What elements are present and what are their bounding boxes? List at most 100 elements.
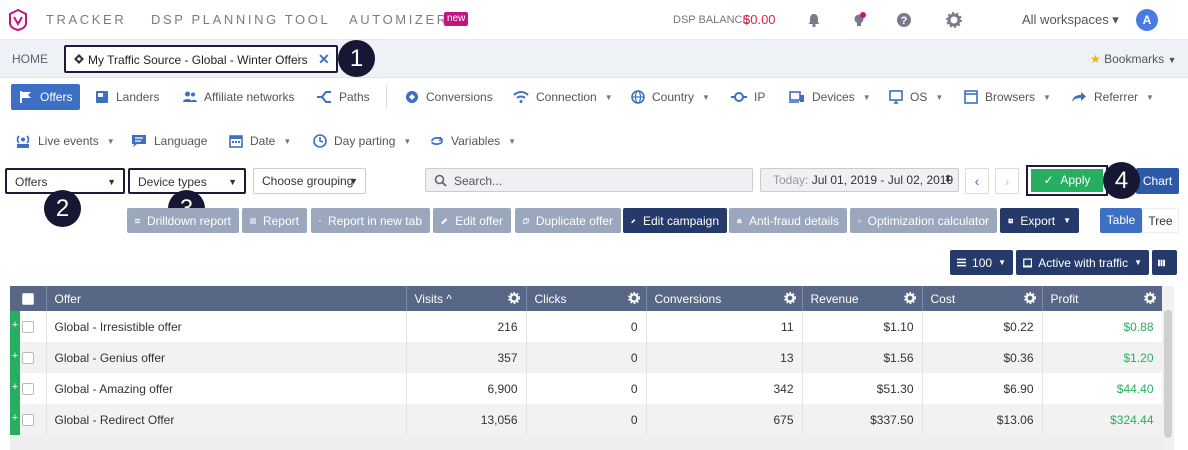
table-row[interactable]: + Global - Redirect Offer 13,056 0 675 $… <box>10 404 1163 435</box>
traffic-filter-select[interactable]: Active with traffic ▼ <box>1016 250 1149 275</box>
list-icon <box>250 218 256 223</box>
chevron-down-icon: ▼ <box>702 92 710 102</box>
search-input[interactable]: Search... <box>425 168 753 192</box>
report-landers[interactable]: Landers <box>95 84 159 110</box>
report-in-new-tab-button[interactable]: Report in new tab <box>311 208 430 233</box>
action-label: Drilldown report <box>146 213 231 228</box>
report-button[interactable]: Report <box>242 208 307 233</box>
vertical-scrollbar[interactable] <box>1162 286 1174 450</box>
column-header-visits[interactable]: Visits ^ <box>406 286 527 311</box>
table-row[interactable]: + Global - Genius offer 357 0 13 $1.56 $… <box>10 342 1163 373</box>
chevron-right-icon: › <box>1004 173 1010 189</box>
nav-tracker[interactable]: TRACKER <box>46 12 127 27</box>
scrollbar-thumb[interactable] <box>1164 310 1172 438</box>
expand-plus-icon[interactable]: + <box>10 373 20 404</box>
date-range-value: Jul 01, 2019 - Jul 02, 2019 <box>811 173 954 187</box>
report-offers[interactable]: Offers <box>11 84 81 110</box>
cell-clicks: 0 <box>526 404 647 435</box>
report-live-events[interactable]: Live events ▼ <box>15 128 115 154</box>
logo-icon[interactable] <box>8 9 28 31</box>
gear-icon[interactable] <box>1143 292 1156 304</box>
cell-clicks: 0 <box>526 373 647 404</box>
columns-button[interactable] <box>1152 250 1177 275</box>
cell-conversions: 342 <box>646 373 803 404</box>
anti-fraud-details-button[interactable]: Anti-fraud details <box>729 208 847 233</box>
ip-icon <box>731 92 747 102</box>
column-header-offer[interactable]: Offer <box>46 286 407 311</box>
gear-icon[interactable] <box>903 292 916 304</box>
callout-4: 4 <box>1103 162 1140 199</box>
view-table-toggle[interactable]: Table <box>1100 208 1142 233</box>
help-icon[interactable]: ? <box>896 12 912 28</box>
action-label: Report <box>262 213 299 228</box>
bookmarks-dropdown[interactable]: ★ Bookmarks ▼ <box>1090 52 1176 66</box>
column-header-clicks[interactable]: Clicks <box>526 286 647 311</box>
report-variables[interactable]: Variables ▼ <box>430 128 516 154</box>
report-devices[interactable]: Devices ▼ <box>789 84 871 110</box>
next-period-button[interactable]: › <box>995 168 1019 194</box>
nav-dsp-planning-tool[interactable]: DSP PLANNING TOOL <box>151 12 331 27</box>
report-connection[interactable]: Connection ▼ <box>513 84 613 110</box>
page-size-select[interactable]: 100 ▼ <box>950 250 1013 275</box>
report-conversions[interactable]: Conversions <box>405 84 493 110</box>
report-label: Paths <box>339 90 370 104</box>
tab-active-campaign[interactable]: My Traffic Source - Global - Winter Offe… <box>64 45 338 73</box>
table-row[interactable]: + Global - Irresistible offer 216 0 11 $… <box>10 311 1163 342</box>
edit-campaign-button[interactable]: Edit campaign <box>623 208 727 233</box>
expand-plus-icon[interactable]: + <box>10 311 20 342</box>
workspace-selector[interactable]: All workspaces ▾ <box>1022 12 1119 27</box>
previous-period-button[interactable]: ‹ <box>965 168 989 194</box>
report-language[interactable]: Language <box>131 128 207 154</box>
row-checkbox[interactable] <box>21 352 34 365</box>
nav-automizer[interactable]: AUTOMIZER <box>349 12 449 27</box>
report-date[interactable]: Date ▼ <box>229 128 291 154</box>
lightbulb-icon[interactable] <box>851 12 867 28</box>
select-all-checkbox[interactable] <box>21 293 34 306</box>
select-all-cell <box>10 286 47 311</box>
column-header-conversions[interactable]: Conversions <box>646 286 803 311</box>
avatar[interactable]: A <box>1136 9 1158 31</box>
tab-home[interactable]: HOME <box>0 47 60 71</box>
report-country[interactable]: Country ▼ <box>631 84 710 110</box>
gear-icon[interactable] <box>627 292 640 304</box>
duplicate-offer-button[interactable]: Duplicate offer <box>515 208 621 233</box>
chevron-down-icon: ▼ <box>935 92 944 102</box>
row-checkbox[interactable] <box>21 383 34 396</box>
gear-icon[interactable] <box>946 12 962 28</box>
optimization-calculator-button[interactable]: Optimization calculator <box>850 208 997 233</box>
column-header-cost[interactable]: Cost <box>922 286 1043 311</box>
chart-button[interactable]: Chart <box>1136 168 1179 194</box>
report-ip[interactable]: IP <box>731 84 765 110</box>
export-button[interactable]: Export ▼ <box>1000 208 1079 233</box>
gear-icon[interactable] <box>507 292 520 304</box>
report-label: Language <box>154 134 208 148</box>
report-browsers[interactable]: Browsers ▼ <box>964 84 1051 110</box>
edit-offer-button[interactable]: Edit offer <box>433 208 511 233</box>
drilldown-report-button[interactable]: Drilldown report <box>127 208 239 233</box>
column-header-profit[interactable]: Profit <box>1042 286 1163 311</box>
gear-icon[interactable] <box>783 292 796 304</box>
cell-conversions: 13 <box>646 342 803 373</box>
gear-icon[interactable] <box>1023 292 1036 304</box>
report-os[interactable]: OS ▼ <box>889 84 943 110</box>
grouping-select-3[interactable]: Choose grouping ▼ <box>253 168 366 194</box>
column-header-revenue[interactable]: Revenue <box>802 286 923 311</box>
report-paths[interactable]: Paths <box>316 84 370 110</box>
view-tree-toggle[interactable]: Tree <box>1142 208 1179 233</box>
table-row[interactable]: + Global - Amazing offer 6,900 0 342 $51… <box>10 373 1163 404</box>
apply-button[interactable]: ✓ Apply <box>1031 169 1103 192</box>
report-affiliate-networks[interactable]: Affiliate networks <box>183 84 295 110</box>
expand-plus-icon[interactable]: + <box>10 342 20 373</box>
report-label: OS <box>910 90 928 104</box>
report-day-parting[interactable]: Day parting ▼ <box>313 128 411 154</box>
expand-plus-icon[interactable]: + <box>10 404 20 435</box>
action-label: Report in new tab <box>327 213 422 228</box>
star-icon[interactable]: ☆ <box>292 51 304 66</box>
report-referrer[interactable]: Referrer ▼ <box>1071 84 1154 110</box>
row-checkbox[interactable] <box>21 321 34 334</box>
close-icon[interactable]: ✕ <box>318 51 330 67</box>
row-checkbox[interactable] <box>21 414 34 427</box>
bell-icon[interactable] <box>806 12 822 28</box>
date-range-picker[interactable]: Today: Jul 01, 2019 - Jul 02, 2019 ⬍ <box>760 168 959 192</box>
cell-offer: Global - Redirect Offer <box>46 404 407 435</box>
